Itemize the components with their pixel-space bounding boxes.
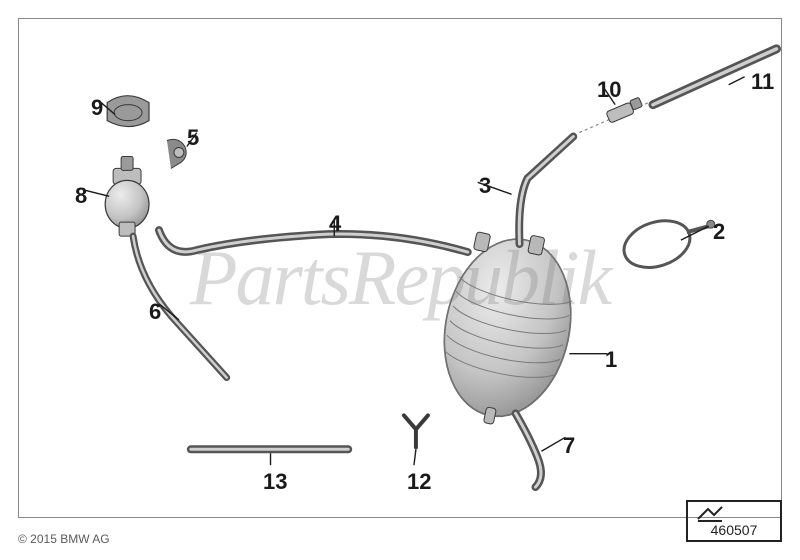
parts-diagram-svg	[19, 19, 781, 517]
part-valve	[105, 156, 149, 236]
callout-2: 2	[713, 219, 725, 245]
sheet-icon	[696, 505, 724, 523]
hoses	[133, 49, 776, 487]
part-clip	[167, 139, 186, 168]
callout-6: 6	[149, 299, 161, 325]
leader-lines	[85, 77, 744, 465]
callout-13: 13	[263, 469, 287, 495]
callout-9: 9	[91, 95, 103, 121]
part-y-piece	[404, 415, 428, 447]
sheet-number-box: 460507	[686, 500, 782, 542]
part-canister	[429, 227, 587, 428]
hose-3	[519, 137, 573, 245]
callout-3: 3	[479, 173, 491, 199]
part-clamp	[618, 213, 715, 276]
callout-10: 10	[597, 77, 621, 103]
diagram-frame: 12345678910111213 PartsRepublik	[18, 18, 782, 518]
callout-1: 1	[605, 347, 617, 373]
callout-11: 11	[751, 69, 774, 95]
hose-7	[516, 413, 541, 487]
callout-12: 12	[407, 469, 431, 495]
callout-8: 8	[75, 183, 87, 209]
callout-4: 4	[329, 211, 341, 237]
callout-7: 7	[563, 433, 575, 459]
copyright-text: © 2015 BMW AG	[18, 532, 110, 546]
callout-5: 5	[187, 125, 199, 151]
part-bracket	[107, 96, 149, 127]
hose-6	[133, 236, 227, 377]
sheet-number: 460507	[711, 522, 758, 538]
